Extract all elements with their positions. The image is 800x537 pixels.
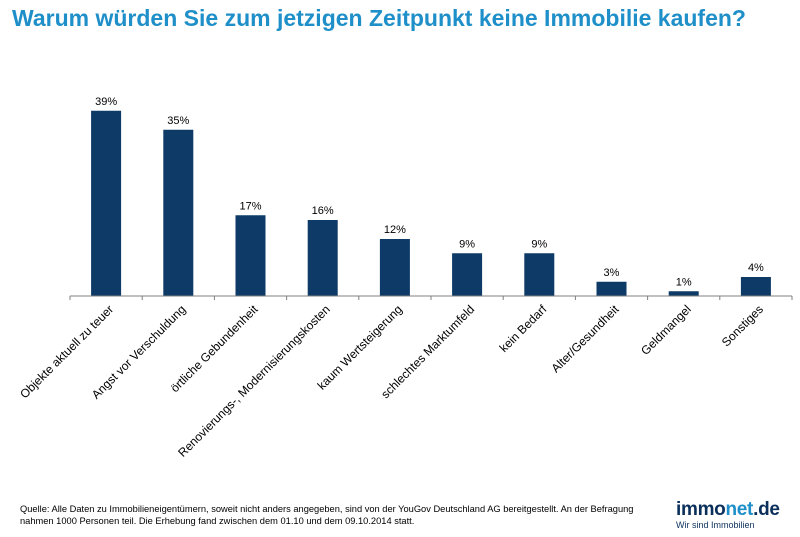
source-footnote: Quelle: Alle Daten zu Immobilieneigentüm… [20, 504, 634, 526]
bar [596, 281, 627, 296]
data-label: 1% [676, 276, 692, 288]
bar [740, 277, 771, 296]
category-label: Geldmangel [638, 302, 694, 358]
bar [452, 253, 483, 296]
logo-wordmark: immonet.de [676, 500, 794, 520]
category-label: kein Bedarf [497, 302, 550, 355]
bar [668, 291, 699, 296]
bar [91, 110, 122, 296]
data-label: 9% [531, 238, 547, 250]
immonet-logo: immonet.de Wir sind Immobilien [676, 500, 794, 531]
logo-word-immo: immo [676, 499, 726, 520]
data-label: 4% [748, 262, 764, 274]
category-label: Sonstiges [719, 302, 766, 349]
bar-chart: 39% 35% 17% 16% 12% 9% 9% 3% 1% 4% Objekte aktuel… [17, 96, 793, 460]
bar [163, 129, 194, 296]
value-labels-group: 39% 35% 17% 16% 12% 9% 9% 3% 1% 4% [95, 96, 764, 289]
data-label: 16% [312, 205, 334, 217]
chart-title: Warum würden Sie zum jetzigen Zeitpunkt … [12, 5, 746, 31]
bar [524, 253, 555, 296]
data-label: 12% [384, 224, 406, 236]
bars-group [91, 110, 771, 296]
category-label: Renovierungs-, Modernisierungskosten [175, 302, 333, 460]
bar [235, 215, 266, 296]
logo-word-net: net [725, 499, 754, 520]
data-label: 9% [459, 238, 475, 250]
bar [307, 220, 338, 296]
data-label: 35% [167, 115, 189, 127]
data-label: 39% [95, 96, 117, 108]
data-label: 17% [239, 200, 261, 212]
logo-word-de: .de [753, 499, 780, 520]
logo-tagline: Wir sind Immobilien [676, 520, 755, 530]
bar [379, 239, 410, 296]
category-label: Alter/Gesundheit [549, 302, 623, 376]
data-label: 3% [604, 267, 620, 279]
x-axis [69, 295, 793, 300]
